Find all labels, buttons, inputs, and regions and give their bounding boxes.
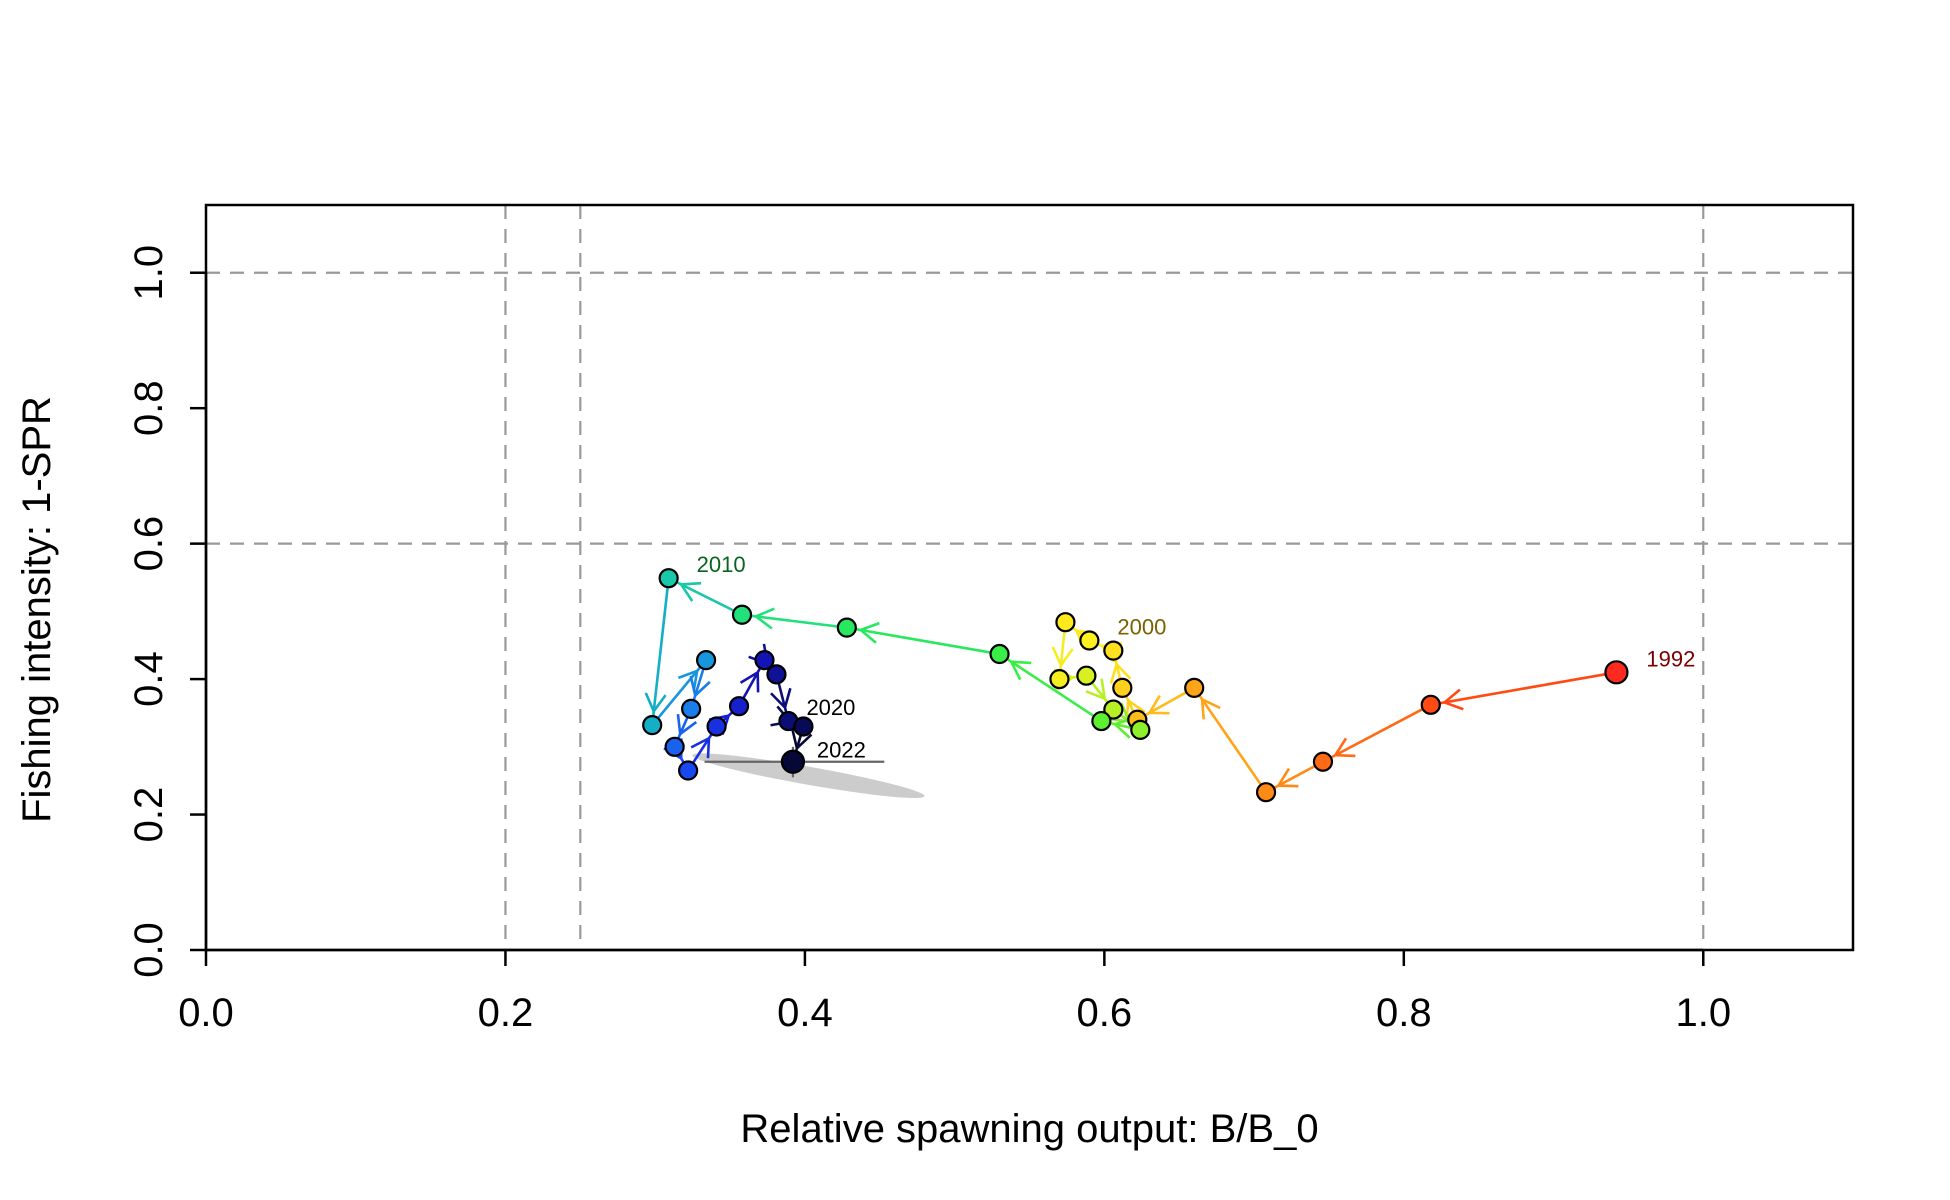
data-point-2001 xyxy=(1055,612,1076,633)
data-point-2005 xyxy=(1130,719,1151,740)
data-point-2018 xyxy=(754,650,775,671)
y-tick-label: 0.8 xyxy=(127,380,171,436)
data-point-2002 xyxy=(1049,668,1070,690)
trajectory-arrow xyxy=(741,607,847,630)
data-point-2022 xyxy=(780,749,806,774)
year-label-2010: 2010 xyxy=(697,552,746,577)
arrow-head xyxy=(644,692,667,714)
arrow-head xyxy=(791,728,813,751)
year-label-2020: 2020 xyxy=(806,695,855,720)
y-tick-label: 0.4 xyxy=(127,651,171,707)
y-tick-label: 1.0 xyxy=(127,245,171,301)
arrow-head xyxy=(753,607,775,630)
x-axis-title: Relative spawning output: B/B_0 xyxy=(740,1107,1318,1151)
arrow-shaft xyxy=(650,578,670,726)
year-label-1992: 1992 xyxy=(1646,646,1695,671)
data-point-2004 xyxy=(1103,699,1124,720)
arrow-shaft xyxy=(1322,703,1432,763)
x-tick-label: 0.4 xyxy=(777,991,833,1035)
arrow-head xyxy=(677,668,699,691)
uncertainty-ellipse xyxy=(692,753,925,799)
arrow-head xyxy=(1200,697,1221,720)
data-point-2003 xyxy=(1076,665,1097,686)
trajectory-arrow xyxy=(1322,703,1432,763)
data-point-2021 xyxy=(793,716,814,737)
data-point-2019 xyxy=(766,664,787,685)
data-point-2017 xyxy=(728,696,750,717)
data-point-2000 xyxy=(1079,630,1100,651)
data-point-2012 xyxy=(695,650,717,671)
arrow-head xyxy=(689,675,711,698)
arrow-head xyxy=(690,736,711,759)
data-point-2013 xyxy=(681,698,702,719)
data-point-1996 xyxy=(1184,677,1205,698)
arrow-head xyxy=(770,687,792,711)
trajectory-arrow xyxy=(651,659,708,726)
data-point-1999 xyxy=(1103,640,1124,661)
trajectory-arrow xyxy=(1193,687,1268,793)
data-point-2007 xyxy=(989,643,1010,665)
data-point-1994 xyxy=(1312,751,1334,772)
x-tick-label: 0.8 xyxy=(1376,991,1432,1035)
data-point-2010 xyxy=(658,568,679,589)
year-label-2000: 2000 xyxy=(1117,614,1166,639)
data-point-2009 xyxy=(731,604,753,625)
data-point-2008 xyxy=(836,617,857,638)
axes: 0.0 0.2 0.4 0.6 0.8 1.0 0.0 0.2 0.4 0.6 0.8 1.0 xyxy=(127,245,1731,1035)
x-tick-label: 0.0 xyxy=(178,991,234,1035)
year-labels: 1992 2000 2010 2020 2022 xyxy=(697,552,1696,763)
trajectory-arrow xyxy=(1136,686,1195,721)
data-point-1998 xyxy=(1112,677,1133,698)
x-tick-label: 0.6 xyxy=(1077,991,1133,1035)
arrow-shaft xyxy=(998,652,1103,723)
trajectory-arrow xyxy=(1265,760,1324,794)
trajectory-arrow xyxy=(1430,671,1617,711)
data-point-2011 xyxy=(642,715,663,736)
arrow-head xyxy=(1051,646,1074,668)
arrow-shaft xyxy=(1430,671,1617,707)
data-point-2014 xyxy=(664,736,685,757)
data-point-2006 xyxy=(1091,710,1112,732)
arrow-head xyxy=(739,670,760,693)
data-point-1993 xyxy=(1420,694,1441,715)
year-label-2022: 2022 xyxy=(817,738,866,763)
data-point-2016 xyxy=(706,716,727,737)
arrow-shaft xyxy=(1265,760,1324,794)
trajectory-arrow xyxy=(668,577,743,616)
arrow-head xyxy=(678,581,702,602)
y-tick-label: 0.2 xyxy=(127,787,171,843)
trajectory-points xyxy=(642,568,1629,803)
arrow-head xyxy=(1333,737,1356,758)
trajectory-arrow xyxy=(644,578,670,726)
uncertainty-layer xyxy=(692,746,925,799)
arrow-head xyxy=(1085,678,1107,701)
y-tick-label: 0.6 xyxy=(127,516,171,572)
arrow-head xyxy=(1009,660,1032,681)
arrow-head xyxy=(858,621,880,644)
trajectory-arrow xyxy=(846,621,1000,656)
data-point-1992 xyxy=(1604,660,1629,685)
trajectory-arrow xyxy=(998,652,1103,723)
plot-area-border xyxy=(204,203,1855,952)
y-tick-label: 0.0 xyxy=(127,922,171,978)
data-point-1995 xyxy=(1255,782,1277,803)
arrow-head xyxy=(1276,767,1299,788)
x-tick-label: 1.0 xyxy=(1675,991,1731,1035)
y-axis-title: Fishing intensity: 1-SPR xyxy=(15,396,59,823)
arrow-head xyxy=(1441,688,1464,711)
reference-lines xyxy=(206,205,1853,950)
arrow-head xyxy=(1147,695,1170,715)
arrow-shaft xyxy=(741,613,847,629)
data-point-2015 xyxy=(678,760,699,781)
arrow-shaft xyxy=(1193,687,1268,793)
arrow-shaft xyxy=(846,626,1000,656)
arrow-head xyxy=(1109,661,1132,684)
arrow-shaft xyxy=(1136,686,1195,721)
arrow-head xyxy=(676,713,698,737)
x-tick-label: 0.2 xyxy=(478,991,534,1035)
